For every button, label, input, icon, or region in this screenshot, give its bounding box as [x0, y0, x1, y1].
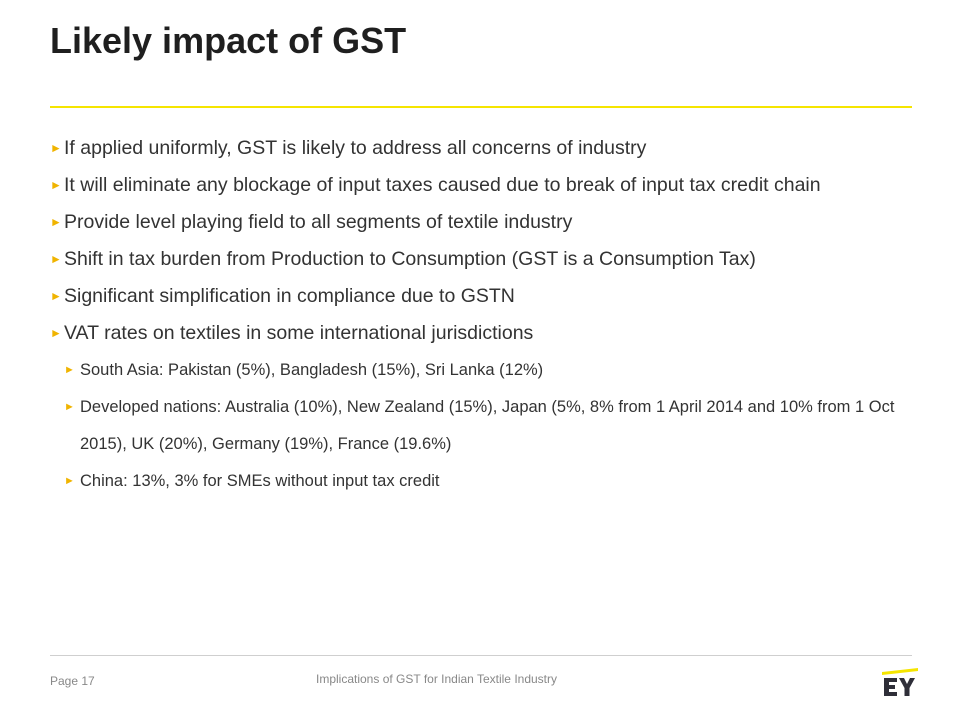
sub-bullet-group: ► South Asia: Pakistan (5%), Bangladesh … — [50, 352, 900, 500]
ey-logo-letter-e — [884, 678, 897, 696]
sub-bullet-arrow-icon: ► — [64, 401, 75, 413]
sub-bullet-arrow-icon: ► — [64, 364, 75, 376]
footer-title: Implications of GST for Indian Textile I… — [316, 672, 558, 686]
bullet-item: ► If applied uniformly, GST is likely to… — [50, 130, 900, 167]
bullet-arrow-icon: ► — [50, 252, 62, 266]
sub-bullet-text: China: 13%, 3% for SMEs without input ta… — [80, 472, 440, 490]
bullet-text: VAT rates on textiles in some internatio… — [64, 322, 534, 344]
bullet-item: ► It will eliminate any blockage of inpu… — [50, 167, 900, 204]
bullet-item: ► Significant simplification in complian… — [50, 278, 900, 315]
bullet-text: Significant simplification in compliance… — [64, 285, 515, 307]
sub-bullet-item: ► South Asia: Pakistan (5%), Bangladesh … — [64, 352, 900, 389]
sub-bullet-text: Developed nations: Australia (10%), New … — [80, 398, 895, 453]
bullet-text: If applied uniformly, GST is likely to a… — [64, 137, 647, 159]
slide-title: Likely impact of GST — [50, 20, 407, 61]
page-number: Page 17 — [50, 674, 95, 688]
bullet-arrow-icon: ► — [50, 326, 62, 340]
bullet-list: ► If applied uniformly, GST is likely to… — [50, 130, 900, 500]
bullet-item: ► Provide level playing field to all seg… — [50, 204, 900, 241]
ey-logo-letter-y — [899, 678, 915, 696]
bullet-text: It will eliminate any blockage of input … — [64, 174, 821, 196]
sub-bullet-item: ► Developed nations: Australia (10%), Ne… — [64, 389, 900, 463]
sub-bullet-item: ► China: 13%, 3% for SMEs without input … — [64, 463, 900, 500]
bullet-item: ► Shift in tax burden from Production to… — [50, 241, 900, 278]
sub-bullet-list: ► South Asia: Pakistan (5%), Bangladesh … — [64, 352, 900, 500]
bullet-arrow-icon: ► — [50, 141, 62, 155]
bullet-item: ► VAT rates on textiles in some internat… — [50, 315, 900, 352]
title-divider — [50, 106, 912, 108]
bullet-text: Shift in tax burden from Production to C… — [64, 248, 756, 270]
sub-bullet-arrow-icon: ► — [64, 475, 75, 487]
bullet-arrow-icon: ► — [50, 215, 62, 229]
ey-logo-beam — [882, 668, 918, 675]
ey-logo — [882, 668, 918, 696]
footer-divider — [50, 655, 912, 656]
sub-bullet-text: South Asia: Pakistan (5%), Bangladesh (1… — [80, 361, 544, 379]
bullet-arrow-icon: ► — [50, 178, 62, 192]
bullet-arrow-icon: ► — [50, 289, 62, 303]
bullet-text: Provide level playing field to all segme… — [64, 211, 573, 233]
